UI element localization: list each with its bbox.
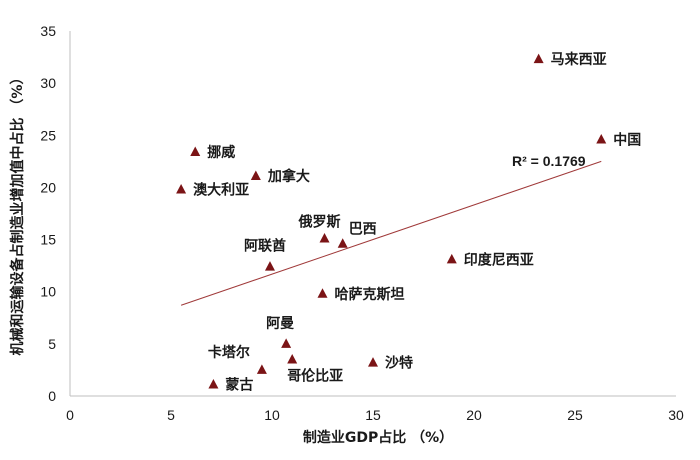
data-point-marker — [446, 253, 457, 264]
data-point-marker — [368, 357, 378, 367]
data-point-marker — [596, 133, 607, 144]
y-tick-label: 5 — [48, 336, 56, 352]
x-tick-label: 20 — [466, 407, 482, 423]
x-axis-title: 制造业GDP占比 （%） — [303, 429, 453, 446]
x-tick-label: 0 — [66, 407, 74, 423]
x-tick-label: 25 — [567, 407, 583, 423]
y-tick-label: 20 — [40, 179, 56, 195]
x-tick-label: 15 — [365, 407, 381, 423]
data-point-marker — [287, 354, 298, 364]
data-point-marker — [337, 238, 348, 248]
data-point-marker — [176, 184, 187, 194]
y-tick-label: 30 — [40, 75, 56, 91]
data-point-label: 加拿大 — [267, 168, 310, 185]
data-point-label: 阿曼 — [266, 316, 294, 332]
data-point-marker — [317, 288, 328, 298]
data-point-marker — [319, 233, 330, 243]
data-point-label: 挪威 — [207, 144, 235, 161]
data-point-marker — [281, 338, 292, 348]
y-tick-label: 25 — [40, 127, 56, 143]
y-tick-label: 10 — [40, 284, 56, 300]
data-point-marker — [256, 364, 267, 374]
data-point-label: 马来西亚 — [551, 52, 607, 68]
r-squared-annotation: R² = 0.1769 — [512, 153, 586, 169]
data-point-label: 巴西 — [349, 222, 377, 238]
data-point-label: 哥伦比亚 — [287, 368, 343, 385]
data-point-label: 哈萨克斯坦 — [335, 286, 405, 303]
data-point-marker — [208, 379, 219, 389]
data-point-marker — [250, 170, 261, 180]
y-tick-label: 0 — [48, 388, 56, 404]
x-tick-label: 30 — [668, 407, 684, 423]
y-axis-title: 机械和运输设备占制造业增加值中占比 （%） — [9, 71, 26, 356]
trendline-group — [180, 160, 602, 306]
trendline — [180, 160, 602, 306]
data-point-marker — [533, 53, 544, 64]
data-point-label: 沙特 — [385, 355, 413, 372]
data-point-label: 阿联酋 — [244, 238, 286, 255]
axes: 0 5 10 15 20 25 30 0 5 10 15 20 25 30 35 — [40, 23, 684, 423]
data-point-marker — [190, 146, 201, 156]
data-point-label: 印度尼西亚 — [464, 251, 534, 268]
data-point-marker — [264, 261, 275, 271]
x-tick-label: 5 — [167, 407, 175, 423]
data-point-label: 卡塔尔 — [208, 344, 250, 361]
x-tick-label: 10 — [264, 407, 280, 423]
data-point-label: 蒙古 — [225, 377, 253, 394]
data-point-label: 澳大利亚 — [193, 182, 249, 199]
data-point-label: 俄罗斯 — [298, 214, 341, 231]
y-tick-label: 15 — [40, 232, 56, 248]
y-tick-label: 35 — [40, 23, 56, 39]
data-point-label: 中国 — [613, 131, 641, 148]
